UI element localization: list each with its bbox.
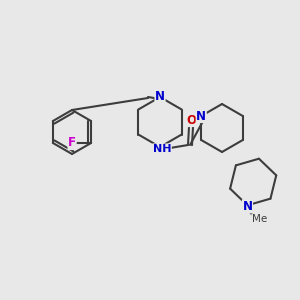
Text: NH: NH [153,144,171,154]
Text: O: O [186,113,196,127]
Text: Me: Me [252,214,267,224]
Text: N: N [196,110,206,122]
Text: N: N [155,91,165,103]
Text: F: F [68,136,76,149]
Text: N: N [242,200,252,213]
